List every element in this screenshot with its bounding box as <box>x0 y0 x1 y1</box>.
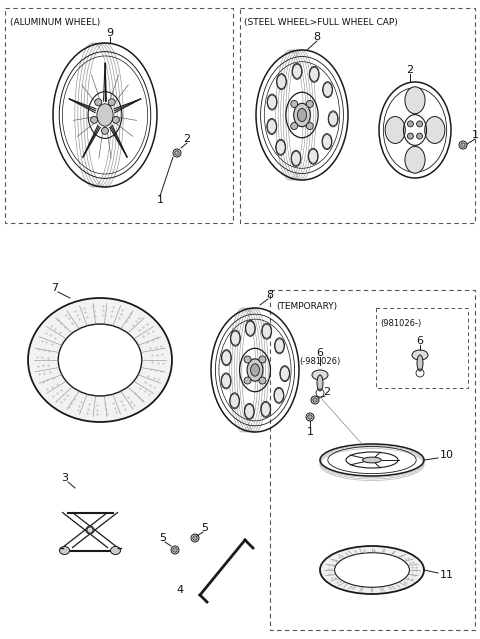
Text: 2: 2 <box>324 387 331 397</box>
Text: 9: 9 <box>107 28 114 38</box>
Ellipse shape <box>306 413 314 421</box>
Text: (-981026): (-981026) <box>300 357 341 366</box>
Ellipse shape <box>259 356 266 363</box>
Ellipse shape <box>171 546 179 554</box>
Ellipse shape <box>221 373 231 389</box>
Ellipse shape <box>308 148 318 164</box>
Ellipse shape <box>405 146 425 173</box>
Ellipse shape <box>417 121 422 127</box>
Ellipse shape <box>425 116 445 143</box>
Text: (TEMPORARY): (TEMPORARY) <box>276 302 337 311</box>
Text: 1: 1 <box>307 427 313 437</box>
Ellipse shape <box>328 111 338 127</box>
Ellipse shape <box>251 364 259 376</box>
Ellipse shape <box>363 457 381 463</box>
Text: 8: 8 <box>313 32 321 42</box>
Ellipse shape <box>244 403 254 419</box>
Ellipse shape <box>335 553 409 587</box>
Ellipse shape <box>313 398 317 402</box>
Ellipse shape <box>298 109 307 121</box>
Ellipse shape <box>291 123 298 130</box>
Ellipse shape <box>291 100 298 107</box>
Text: 1: 1 <box>471 130 479 140</box>
Ellipse shape <box>60 546 70 555</box>
Ellipse shape <box>101 127 108 134</box>
Text: 8: 8 <box>266 290 274 300</box>
Ellipse shape <box>280 366 290 381</box>
Text: (981026-): (981026-) <box>380 319 421 328</box>
Ellipse shape <box>292 63 302 79</box>
Ellipse shape <box>244 356 251 363</box>
Bar <box>240 8 475 223</box>
Ellipse shape <box>274 387 284 403</box>
Ellipse shape <box>261 401 271 417</box>
Ellipse shape <box>245 320 255 336</box>
Text: 6: 6 <box>417 336 423 346</box>
Text: 3: 3 <box>61 473 69 483</box>
Ellipse shape <box>417 133 422 139</box>
Bar <box>376 308 468 388</box>
Ellipse shape <box>267 94 277 110</box>
Text: 5: 5 <box>202 523 208 533</box>
Text: 6: 6 <box>316 348 324 358</box>
Ellipse shape <box>308 415 312 419</box>
Text: 11: 11 <box>440 570 454 580</box>
Ellipse shape <box>461 142 465 147</box>
Ellipse shape <box>459 141 467 149</box>
Ellipse shape <box>173 149 181 157</box>
Text: 7: 7 <box>51 283 59 293</box>
Ellipse shape <box>323 82 333 98</box>
Ellipse shape <box>229 393 240 409</box>
Ellipse shape <box>412 350 428 360</box>
Text: 2: 2 <box>183 134 191 144</box>
Ellipse shape <box>311 396 319 404</box>
Ellipse shape <box>275 338 285 354</box>
Ellipse shape <box>322 134 332 150</box>
Text: 10: 10 <box>440 450 454 460</box>
Ellipse shape <box>175 151 179 155</box>
Ellipse shape <box>317 375 323 391</box>
Text: 5: 5 <box>159 533 167 543</box>
Ellipse shape <box>230 330 240 346</box>
Ellipse shape <box>28 298 172 422</box>
Ellipse shape <box>276 139 286 155</box>
Ellipse shape <box>108 98 115 105</box>
Ellipse shape <box>306 123 313 130</box>
Ellipse shape <box>417 355 423 371</box>
Bar <box>5 8 233 223</box>
Ellipse shape <box>221 350 231 366</box>
Ellipse shape <box>306 100 313 107</box>
Ellipse shape <box>408 133 413 139</box>
Ellipse shape <box>97 104 113 127</box>
Ellipse shape <box>262 323 272 339</box>
Ellipse shape <box>408 121 413 127</box>
Ellipse shape <box>58 324 142 396</box>
Ellipse shape <box>385 116 405 143</box>
Ellipse shape <box>173 548 177 552</box>
Bar <box>270 290 475 630</box>
Ellipse shape <box>112 116 120 123</box>
Ellipse shape <box>312 370 328 380</box>
Ellipse shape <box>244 377 251 384</box>
Ellipse shape <box>309 66 319 82</box>
Text: 2: 2 <box>407 65 414 75</box>
Ellipse shape <box>191 534 199 542</box>
Ellipse shape <box>294 104 310 127</box>
Text: 1: 1 <box>156 195 164 205</box>
Ellipse shape <box>91 116 97 123</box>
Ellipse shape <box>95 98 102 105</box>
Ellipse shape <box>259 377 266 384</box>
Ellipse shape <box>86 526 94 534</box>
Text: 4: 4 <box>177 585 183 595</box>
Ellipse shape <box>405 87 425 114</box>
Ellipse shape <box>247 359 263 381</box>
Text: (STEEL WHEEL>FULL WHEEL CAP): (STEEL WHEEL>FULL WHEEL CAP) <box>244 18 398 27</box>
Ellipse shape <box>276 73 287 89</box>
Ellipse shape <box>267 118 277 134</box>
Ellipse shape <box>291 150 301 166</box>
Ellipse shape <box>110 546 120 555</box>
Text: (ALUMINUM WHEEL): (ALUMINUM WHEEL) <box>10 18 100 27</box>
Ellipse shape <box>320 546 424 594</box>
Ellipse shape <box>193 535 197 540</box>
